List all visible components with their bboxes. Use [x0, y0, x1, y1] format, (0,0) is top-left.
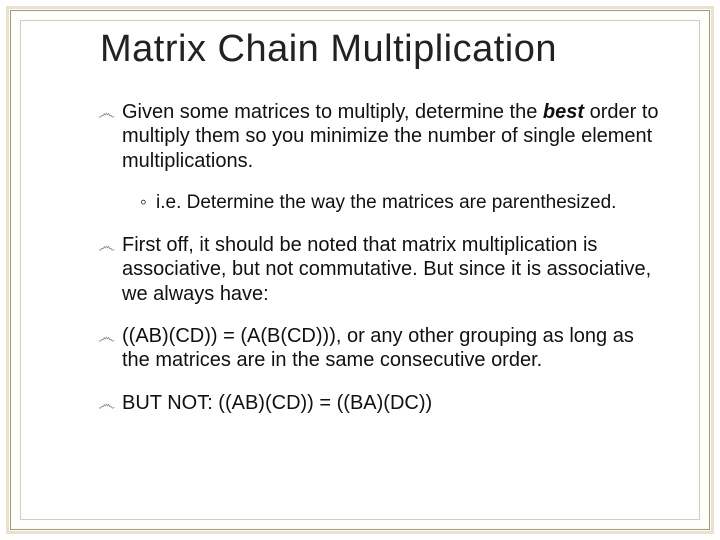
bullet-text: First off, it should be noted that matri…	[122, 234, 651, 305]
bullet-icon: ෴	[98, 103, 115, 125]
bullet-text-emphasis: best	[543, 101, 584, 123]
sub-bullet-icon: ◦	[140, 191, 147, 215]
bullet-icon: ෴	[98, 327, 115, 349]
bullet-item: ෴ First off, it should be noted that mat…	[100, 233, 660, 306]
slide-content: ෴ Given some matrices to multiply, deter…	[100, 100, 660, 433]
bullet-item: ෴ Given some matrices to multiply, deter…	[100, 100, 660, 173]
bullet-item: ෴ BUT NOT: ((AB)(CD)) = ((BA)(DC))	[100, 391, 660, 415]
bullet-icon: ෴	[98, 394, 115, 416]
slide-title: Matrix Chain Multiplication	[100, 28, 557, 71]
sub-bullet-item: ◦ i.e. Determine the way the matrices ar…	[140, 191, 660, 215]
sub-bullet-text: i.e. Determine the way the matrices are …	[156, 192, 616, 213]
bullet-text: ((AB)(CD)) = (A(B(CD))), or any other gr…	[122, 325, 634, 371]
bullet-text: BUT NOT: ((AB)(CD)) = ((BA)(DC))	[122, 392, 432, 414]
bullet-item: ෴ ((AB)(CD)) = (A(B(CD))), or any other …	[100, 324, 660, 373]
bullet-icon: ෴	[98, 236, 115, 258]
slide: Matrix Chain Multiplication ෴ Given some…	[0, 0, 720, 540]
bullet-text-pre: Given some matrices to multiply, determi…	[122, 101, 543, 123]
